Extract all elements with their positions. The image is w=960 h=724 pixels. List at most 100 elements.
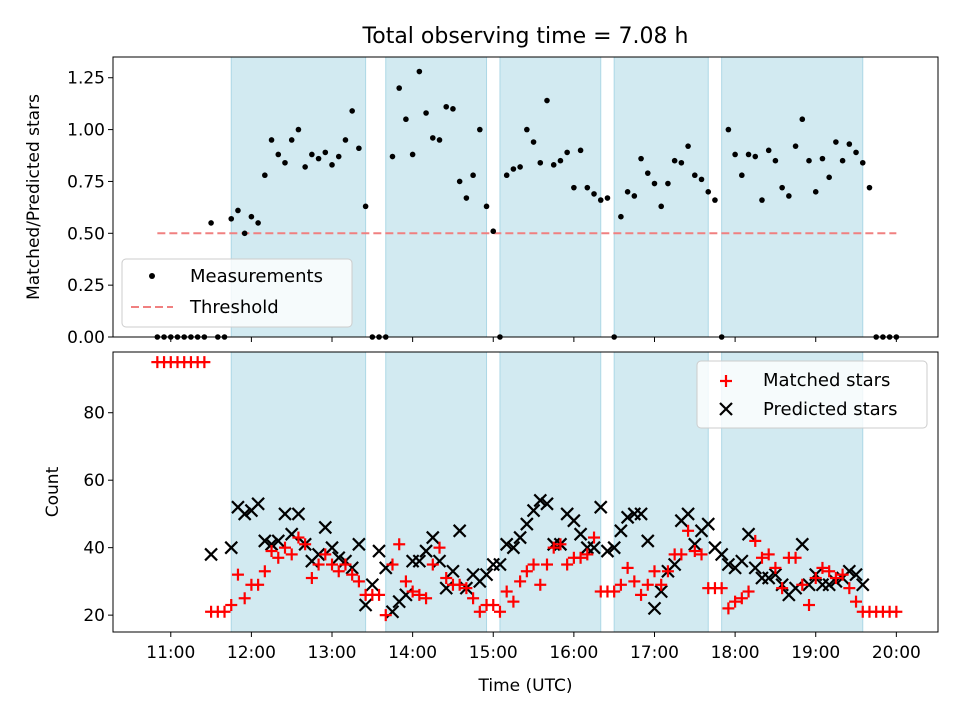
predicted-star-point — [264, 537, 279, 552]
predicted-star-point — [741, 527, 756, 541]
cross-stroke — [614, 524, 628, 538]
cross-stroke — [526, 503, 541, 518]
top-legend: Measurements Threshold — [121, 258, 353, 328]
y-tick-label: 0.25 — [67, 276, 105, 296]
predicted-star-point — [291, 507, 306, 521]
matched-star-point — [238, 592, 251, 605]
cross-stroke — [426, 530, 440, 545]
predicted-star-point — [224, 540, 239, 555]
measurement-point — [470, 172, 476, 179]
measurement-point — [255, 220, 261, 226]
cross-stroke — [573, 527, 588, 541]
measurement-point — [329, 162, 335, 168]
measurement-point — [631, 193, 638, 199]
measurement-point — [638, 155, 644, 162]
matched-stars-points — [151, 356, 903, 622]
measurement-point — [510, 166, 517, 172]
measurement-point — [698, 176, 705, 183]
matched-star-point — [473, 605, 486, 618]
measurement-point — [416, 68, 423, 75]
predicted-star-point — [795, 537, 810, 552]
predicted-star-point — [533, 493, 548, 508]
measurement-point — [853, 149, 859, 156]
cross-stroke — [358, 598, 373, 612]
predicted-star-point — [452, 524, 467, 538]
matched-star-point — [769, 561, 782, 574]
matched-star-point — [789, 551, 802, 564]
matched-star-point — [527, 558, 540, 571]
measurement-point — [665, 180, 671, 187]
cross-stroke — [567, 513, 581, 528]
legend-plus — [720, 375, 732, 387]
matched-star-point — [762, 548, 775, 561]
measurement-point — [295, 126, 302, 133]
predicted-star-point — [822, 577, 836, 592]
measurement-point — [604, 195, 611, 201]
cross-stroke — [647, 601, 662, 616]
chart-title: Total observing time = 7.08 h — [362, 24, 689, 49]
measurement-point — [322, 149, 329, 156]
predicted-star-point — [855, 577, 870, 592]
measurement-point — [335, 153, 342, 160]
bottom-bands — [230, 351, 864, 633]
matched-star-point — [346, 568, 359, 581]
cross-stroke — [520, 517, 534, 531]
cross-stroke — [318, 520, 333, 535]
predicted-star-point — [311, 547, 326, 562]
measurement-point — [456, 178, 463, 185]
cross-stroke — [533, 493, 548, 508]
y-tick-label: 0.00 — [67, 328, 105, 348]
predicted-star-point — [647, 601, 662, 616]
y-tick-label: 0.75 — [67, 172, 105, 192]
predicted-star-point — [446, 564, 460, 579]
cross-stroke — [419, 544, 433, 558]
measurement-point — [765, 147, 772, 154]
cross-stroke — [587, 540, 601, 555]
predicted-star-point — [271, 534, 286, 548]
predicted-star-point — [331, 551, 346, 565]
matched-star-point — [413, 588, 426, 601]
measurement-point — [618, 213, 624, 220]
measurement-point — [248, 213, 255, 220]
predicted-star-point — [620, 510, 635, 525]
measurement-point — [812, 189, 819, 195]
y-tick-label: 1.00 — [67, 121, 105, 141]
predicted-star-point — [499, 537, 514, 552]
matched-star-point — [231, 568, 244, 581]
measurement-point — [799, 116, 806, 123]
observing-band — [613, 56, 709, 338]
measurement-point — [423, 110, 429, 116]
matched-star-point — [682, 524, 695, 537]
measurement-point — [275, 151, 282, 158]
cross-stroke — [284, 527, 299, 541]
measurement-point — [571, 184, 577, 191]
measurement-point — [537, 159, 544, 166]
matched-star-point — [339, 558, 352, 571]
matched-star-point — [803, 599, 816, 612]
measurement-point — [302, 164, 308, 170]
matched-star-point — [453, 578, 466, 591]
cross-stroke — [237, 507, 252, 521]
cross-stroke — [499, 537, 514, 552]
matched-star-point — [520, 565, 533, 578]
cross-stroke — [506, 540, 521, 555]
matched-star-point — [796, 578, 809, 591]
measurement-point — [436, 137, 443, 143]
x-axis-label: Time (UTC) — [478, 676, 573, 696]
matched-star-point — [507, 595, 520, 608]
matched-star-point — [399, 575, 412, 588]
observing-band — [499, 351, 602, 633]
measurement-point — [792, 143, 799, 149]
matched-star-point — [635, 588, 648, 601]
measurement-point — [685, 143, 691, 149]
cross-stroke — [412, 554, 427, 568]
predicted-star-point — [849, 567, 863, 582]
matched-star-point — [688, 545, 701, 558]
measurement-point — [678, 159, 685, 166]
x-tick-label: 13:00 — [308, 643, 357, 663]
measurement-point — [396, 85, 402, 91]
predicted-star-point — [318, 520, 333, 535]
cross-stroke — [365, 577, 380, 592]
legend-measurements-marker — [149, 273, 155, 279]
measurements-points — [154, 68, 900, 340]
